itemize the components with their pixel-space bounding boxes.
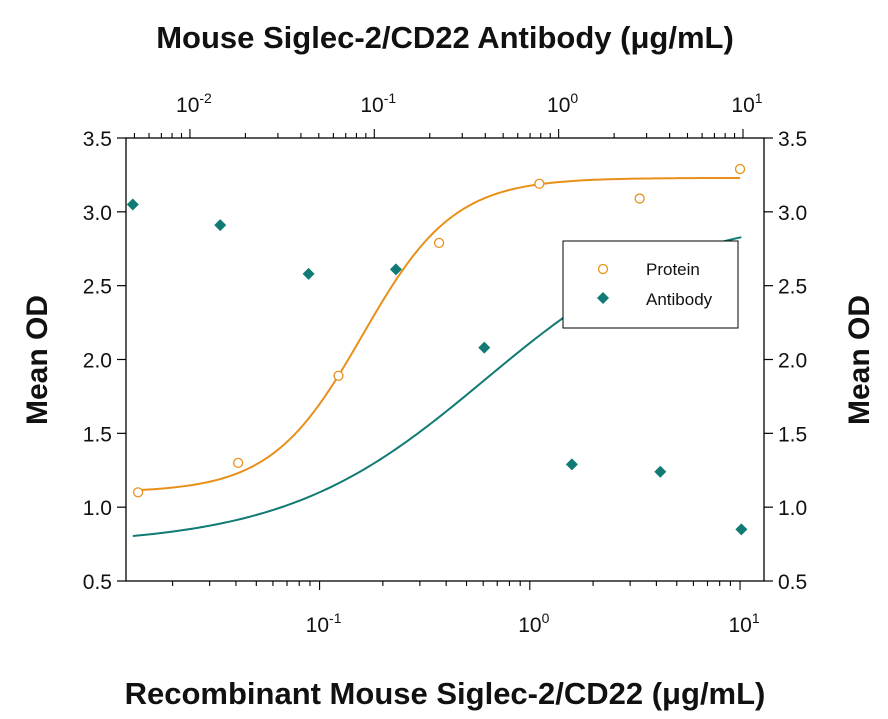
top-axis-title: Mouse Siglec-2/CD22 Antibody (μg/mL)	[156, 20, 734, 55]
x-tick-label-bottom: 101	[728, 610, 759, 637]
y-tick-label-right: 1.0	[778, 497, 807, 520]
data-points	[126, 163, 748, 536]
protein-point	[233, 457, 244, 469]
legend-antibody-label: Antibody	[646, 290, 713, 309]
legend-box	[562, 240, 739, 329]
legend: Protein Antibody	[562, 240, 739, 329]
legend-protein-marker	[597, 263, 609, 275]
x-tick-label-top: 101	[731, 90, 762, 117]
x-tick-label-top: 10-1	[360, 90, 396, 117]
y-tick-label-left: 3.5	[83, 128, 112, 151]
axis-ticks: 0.5 0.5 1.0 1.0 1.5 1.5 2.0 2.0 2.5 2.5 3.0 3.0 3.5 3…	[83, 90, 807, 637]
y-tick-label-left: 1.5	[83, 423, 112, 446]
y-tick-label-left: 3.0	[83, 202, 112, 225]
y-axis-title-left: Mean OD	[21, 295, 54, 425]
y-tick-label-right: 1.5	[778, 423, 807, 446]
x-tick-label-top: 100	[547, 90, 578, 117]
y-tick-label-right: 0.5	[778, 571, 807, 594]
protein-point	[433, 237, 445, 248]
protein-point	[634, 193, 645, 204]
x-tick-label-bottom: 10-1	[306, 610, 342, 637]
x-tick-label-bottom: 100	[518, 610, 549, 637]
y-tick-label-right: 2.5	[778, 276, 807, 299]
y-tick-label-left: 0.5	[83, 571, 112, 594]
protein-point	[132, 487, 144, 498]
x-tick-label-top: 10-2	[176, 90, 212, 117]
y-tick-label-right: 3.5	[778, 128, 807, 151]
antibody-point	[126, 198, 139, 211]
antibody-point	[478, 341, 491, 354]
y-tick-label-left: 2.0	[83, 350, 112, 373]
legend-antibody-marker	[597, 292, 609, 304]
x-axis-title: Recombinant Mouse Siglec-2/CD22 (μg/mL)	[125, 676, 766, 711]
protein-point	[333, 370, 344, 381]
antibody-point	[735, 523, 748, 536]
antibody-point	[565, 458, 578, 471]
antibody-point	[389, 263, 402, 276]
y-tick-label-right: 2.0	[778, 350, 807, 373]
protein-point	[734, 163, 746, 175]
plot-frame	[125, 137, 765, 582]
y-tick-label-left: 1.0	[83, 497, 112, 520]
legend-protein-label: Protein	[646, 260, 700, 279]
y-axis-title-right: Mean OD	[843, 295, 876, 425]
antibody-point	[654, 465, 667, 478]
antibody-point	[302, 267, 315, 280]
fit-curves	[132, 176, 742, 538]
fit-curve-protein	[138, 176, 741, 492]
protein-point	[534, 178, 545, 189]
y-tick-label-left: 2.5	[83, 276, 112, 299]
y-tick-label-right: 3.0	[778, 202, 807, 225]
antibody-point	[214, 219, 227, 232]
